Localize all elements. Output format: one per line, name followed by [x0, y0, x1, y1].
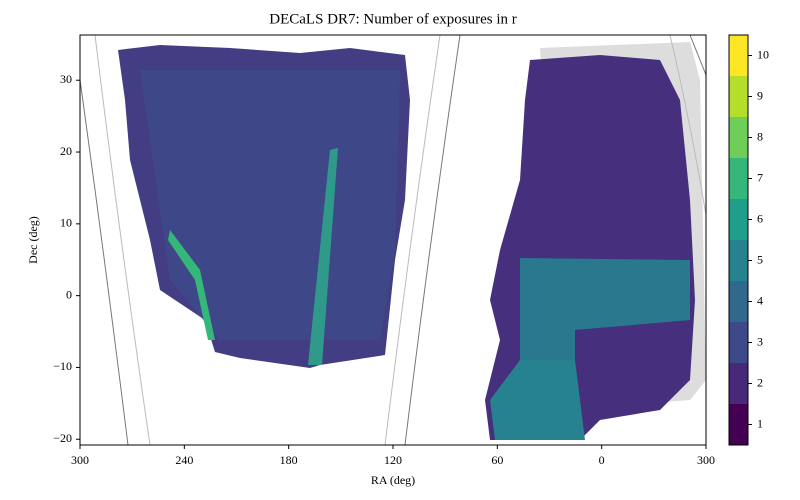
- colorbar-tick-label: 8: [757, 129, 763, 143]
- colorbar-tick-label: 1: [757, 416, 763, 430]
- x-axis-label: RA (deg): [371, 473, 415, 487]
- colorbar-segment: [729, 404, 748, 445]
- y-tick-label: −10: [53, 359, 72, 373]
- x-tick-label: 60: [491, 453, 503, 467]
- y-tick-label: −20: [53, 431, 72, 445]
- colorbar-segment: [729, 240, 748, 281]
- chart-title: DECaLS DR7: Number of exposures in r: [269, 11, 516, 27]
- footprint-deep: [140, 70, 400, 340]
- y-tick-label: 30: [60, 72, 72, 86]
- colorbar-frame: [728, 34, 749, 446]
- x-tick-label: 120: [384, 453, 402, 467]
- colorbar-tick-label: 9: [757, 88, 763, 102]
- galactic-line: [94, 35, 151, 445]
- galactic-line: [689, 35, 706, 76]
- footprint-strip: [308, 148, 338, 365]
- y-tick-label: 20: [60, 144, 72, 158]
- map: [80, 35, 706, 445]
- y-axis-label: Dec (deg): [26, 216, 40, 264]
- x-tick-label: 300: [71, 453, 89, 467]
- colorbar-segment: [729, 363, 748, 404]
- colorbar-segment: [729, 35, 748, 76]
- colorbar-tick-label: 6: [757, 211, 763, 225]
- colorbar-tick-label: 7: [757, 170, 763, 184]
- footprint-band: [490, 360, 585, 440]
- y-tick-label: 0: [66, 287, 72, 301]
- colorbar-tick-label: 10: [757, 47, 769, 61]
- colorbar-segment: [729, 322, 748, 363]
- galactic-line: [669, 35, 706, 216]
- colorbar-segment: [729, 158, 748, 199]
- y-tick-label: 10: [60, 216, 72, 230]
- colorbar-segment: [729, 199, 748, 240]
- colorbar-tick-label: 2: [757, 375, 763, 389]
- colorbar-segment: [729, 117, 748, 158]
- x-tick-label: 0: [599, 453, 605, 467]
- x-tick-label: 180: [280, 453, 298, 467]
- galactic-line: [384, 35, 441, 445]
- x-tick-label: 240: [175, 453, 193, 467]
- galactic-line: [80, 79, 129, 445]
- colorbar-segment: [729, 281, 748, 322]
- colorbar-segment: [729, 76, 748, 117]
- footprint-strip: [168, 230, 215, 340]
- colorbar-tick-label: 4: [757, 293, 763, 307]
- x-tick-label: 300: [697, 453, 715, 467]
- colorbar-tick-label: 5: [757, 252, 763, 266]
- footprint-band: [520, 258, 690, 360]
- colorbar-tick-label: 3: [757, 334, 763, 348]
- galactic-line: [404, 35, 461, 445]
